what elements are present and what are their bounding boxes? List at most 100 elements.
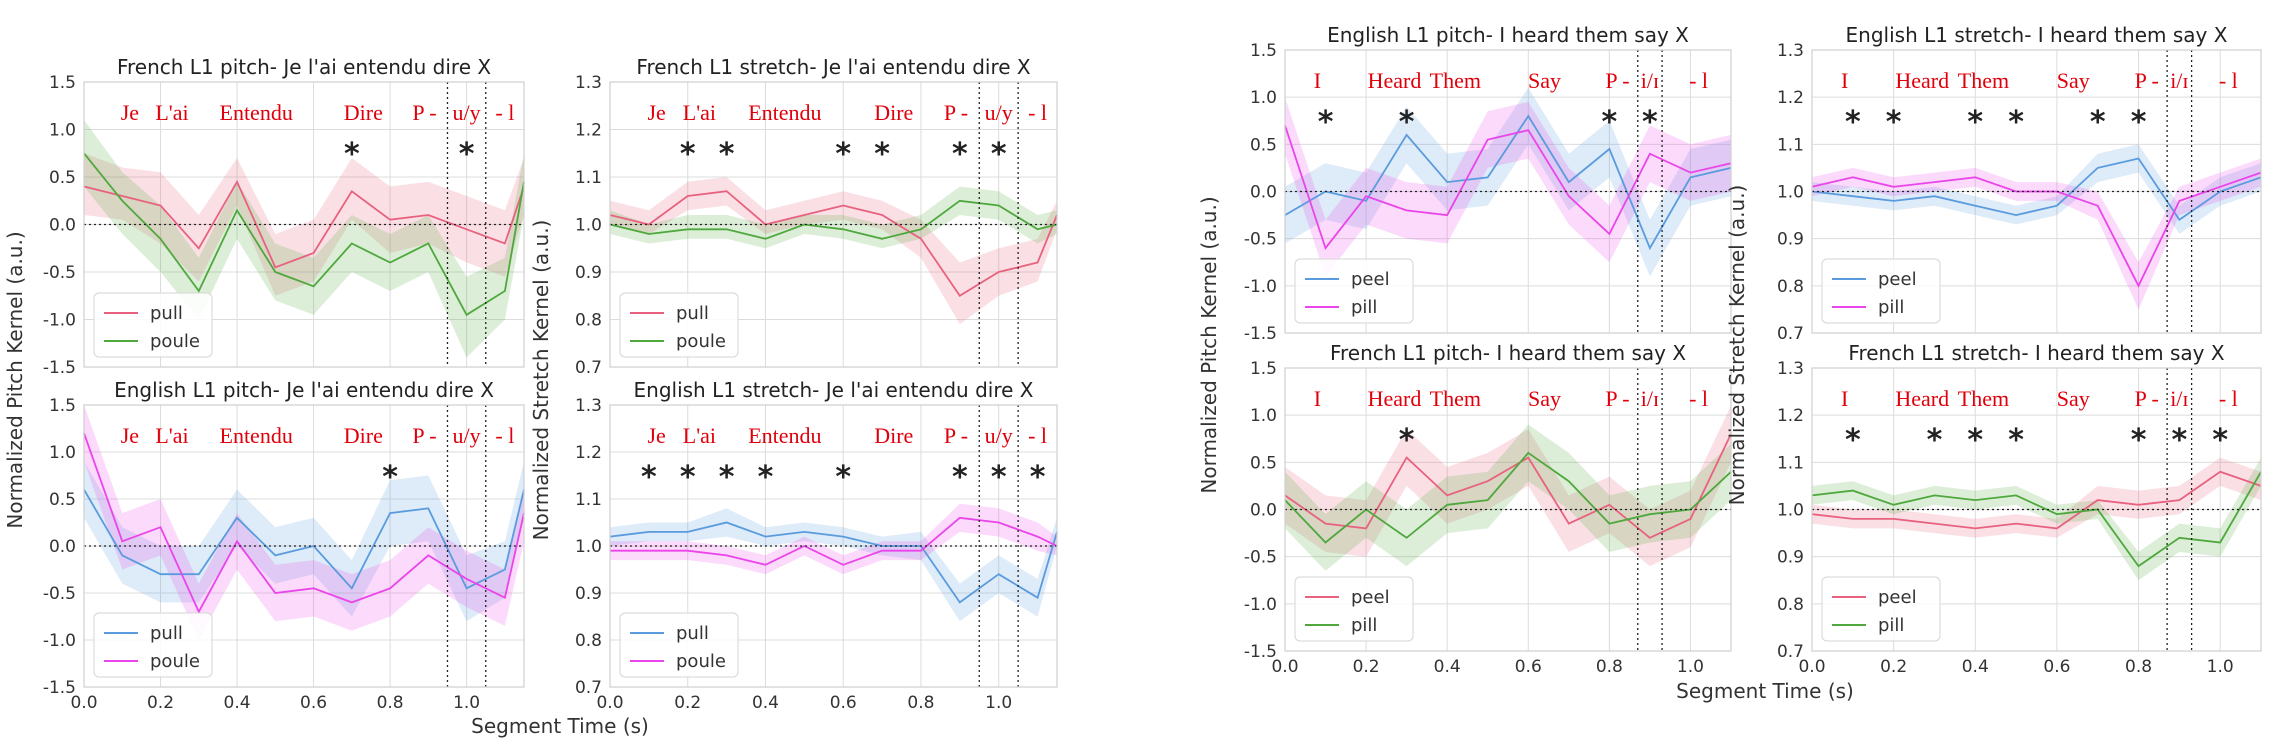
plot-frame	[1811, 49, 2262, 334]
y-tick-label: -0.5	[43, 263, 76, 283]
confidence-band-poule	[610, 186, 1057, 249]
y-tick-label: 1.0	[49, 121, 76, 141]
y-tick-label: -0.5	[1244, 230, 1277, 250]
legend-label-pill: pill	[1878, 297, 1904, 318]
y-tick-label: 1.5	[49, 396, 76, 416]
significance-star: *	[1967, 423, 1983, 458]
word-label: L'ai	[155, 423, 188, 448]
legend-label-peel: peel	[1878, 587, 1917, 608]
y-tick-label: 0.7	[575, 678, 602, 698]
significance-star: *	[1030, 460, 1046, 495]
word-label: i/ɪ	[2170, 386, 2188, 411]
series-line-pill	[1811, 471, 2262, 568]
chart-panel-7: I Heard Them Say P - i/ɪ - l * -1.5 -1.0 -0.5 0.0 0.…	[1244, 341, 1732, 677]
word-label: u/y	[453, 423, 481, 448]
y-tick-label: -0.5	[43, 584, 76, 604]
significance-star: *	[1967, 105, 1983, 140]
x-tick-label: 0.2	[1353, 657, 1380, 677]
significance-star: *	[641, 460, 657, 495]
legend-label-poule: poule	[676, 331, 726, 352]
significance-star: *	[1399, 423, 1415, 458]
y-tick-label: 1.0	[1250, 406, 1277, 426]
chart-panel-6: I Heard Them Say P - i/ɪ - l * * * * * * 0.7 0.8 0.9 1.0…	[1777, 23, 2262, 344]
y-tick-label: 0.8	[1777, 595, 1804, 615]
significance-star: *	[1602, 105, 1618, 140]
word-label: Je	[121, 423, 139, 448]
confidence-band-pull	[610, 177, 1057, 325]
chart-panel-5: I Heard Them Say P - i/ɪ - l * * * * -1.5 -1.0 -0.5 0.…	[1244, 23, 1732, 344]
chart-title: French L1 pitch- Je l'ai entendu dire X	[117, 55, 491, 79]
word-label: - l	[1689, 386, 1708, 411]
series-line-peel	[1811, 157, 2262, 222]
significance-star: *	[719, 137, 735, 172]
confidence-band-pull	[610, 508, 1057, 622]
x-tick-label: 0.4	[224, 693, 251, 713]
legend-label-pull: pull	[676, 623, 709, 644]
y-tick-label: 1.0	[1250, 88, 1277, 108]
plot-frame	[609, 81, 1058, 368]
x-tick-label: 0.4	[752, 693, 779, 713]
series-line-pull	[83, 179, 525, 269]
word-label: Je	[647, 100, 665, 125]
y-tick-label: 1.0	[575, 537, 602, 557]
legend-label-poule: poule	[676, 651, 726, 672]
confidence-band-pill	[1285, 424, 1731, 571]
word-label: Dire	[344, 100, 383, 125]
confidence-band-poule	[84, 405, 524, 640]
plot-frame	[1284, 367, 1732, 652]
y-tick-label: 1.3	[575, 73, 602, 93]
legend-label-peel: peel	[1351, 269, 1390, 290]
y-tick-label: 1.0	[49, 443, 76, 463]
confidence-band-peel	[1285, 87, 1731, 277]
x-tick-label: 0.0	[596, 693, 623, 713]
significance-star: *	[1886, 105, 1902, 140]
word-label: u/y	[985, 100, 1013, 125]
word-label: Je	[647, 423, 665, 448]
word-label: - l	[495, 423, 514, 448]
series-line-pull	[609, 190, 1058, 298]
word-label: - l	[2219, 68, 2238, 93]
x-tick-label: 1.0	[1677, 657, 1704, 677]
x-axis-label-left: Segment Time (s)	[471, 714, 649, 738]
x-tick-label: 1.0	[453, 693, 480, 713]
word-label: P -	[944, 423, 968, 448]
word-label: i/ɪ	[2170, 68, 2188, 93]
y-tick-label: 1.0	[1777, 501, 1804, 521]
y-tick-label: 0.7	[1777, 324, 1804, 344]
significance-star: *	[1399, 105, 1415, 140]
word-label: I	[1841, 386, 1848, 411]
word-label: Them	[1958, 68, 2009, 93]
word-label: Them	[1430, 386, 1481, 411]
word-label: Entendu	[220, 100, 293, 125]
significance-star: *	[991, 460, 1007, 495]
series-line-poule	[609, 199, 1058, 240]
legend-label-poule: poule	[150, 331, 200, 352]
word-label: Heard	[1895, 386, 1949, 411]
word-label: i/ɪ	[1641, 386, 1659, 411]
confidence-band-pill	[1812, 457, 2261, 581]
y-tick-label: 1.3	[575, 396, 602, 416]
chart-panel-4: Je L'ai Entendu Dire P - u/y - l * * * * * * * * 0.7 0.8…	[575, 378, 1058, 713]
series-line-peel	[1284, 114, 1732, 251]
significance-star: *	[2172, 423, 2188, 458]
y-tick-label: 0.8	[575, 631, 602, 651]
y-tick-label: 0.0	[1250, 501, 1277, 521]
word-label: Dire	[344, 423, 383, 448]
plot-frame	[83, 404, 525, 688]
word-label: P -	[2135, 386, 2159, 411]
significance-star: *	[2212, 423, 2228, 458]
y-tick-label: 1.2	[1777, 406, 1804, 426]
word-label: P -	[2135, 68, 2159, 93]
confidence-band-peel	[1812, 144, 2261, 234]
y-tick-label: 0.9	[575, 263, 602, 283]
significance-star: *	[952, 460, 968, 495]
y-axis-label-pitch-right: Normalized Pitch Kernel (a.u.)	[1197, 196, 1221, 493]
word-label: Dire	[874, 423, 913, 448]
series-line-pill	[1284, 125, 1732, 250]
y-axis-label-pitch-left: Normalized Pitch Kernel (a.u.)	[3, 231, 27, 528]
chart-panel-3: Je L'ai Entendu Dire P - u/y - l * -1.5 -1.0 -0.5 0…	[43, 378, 525, 713]
y-axis-label-stretch-left: Normalized Stretch Kernel (a.u.)	[529, 220, 553, 541]
y-tick-label: 0.9	[1777, 230, 1804, 250]
significance-star: *	[1927, 423, 1943, 458]
y-tick-label: -1.0	[1244, 595, 1277, 615]
